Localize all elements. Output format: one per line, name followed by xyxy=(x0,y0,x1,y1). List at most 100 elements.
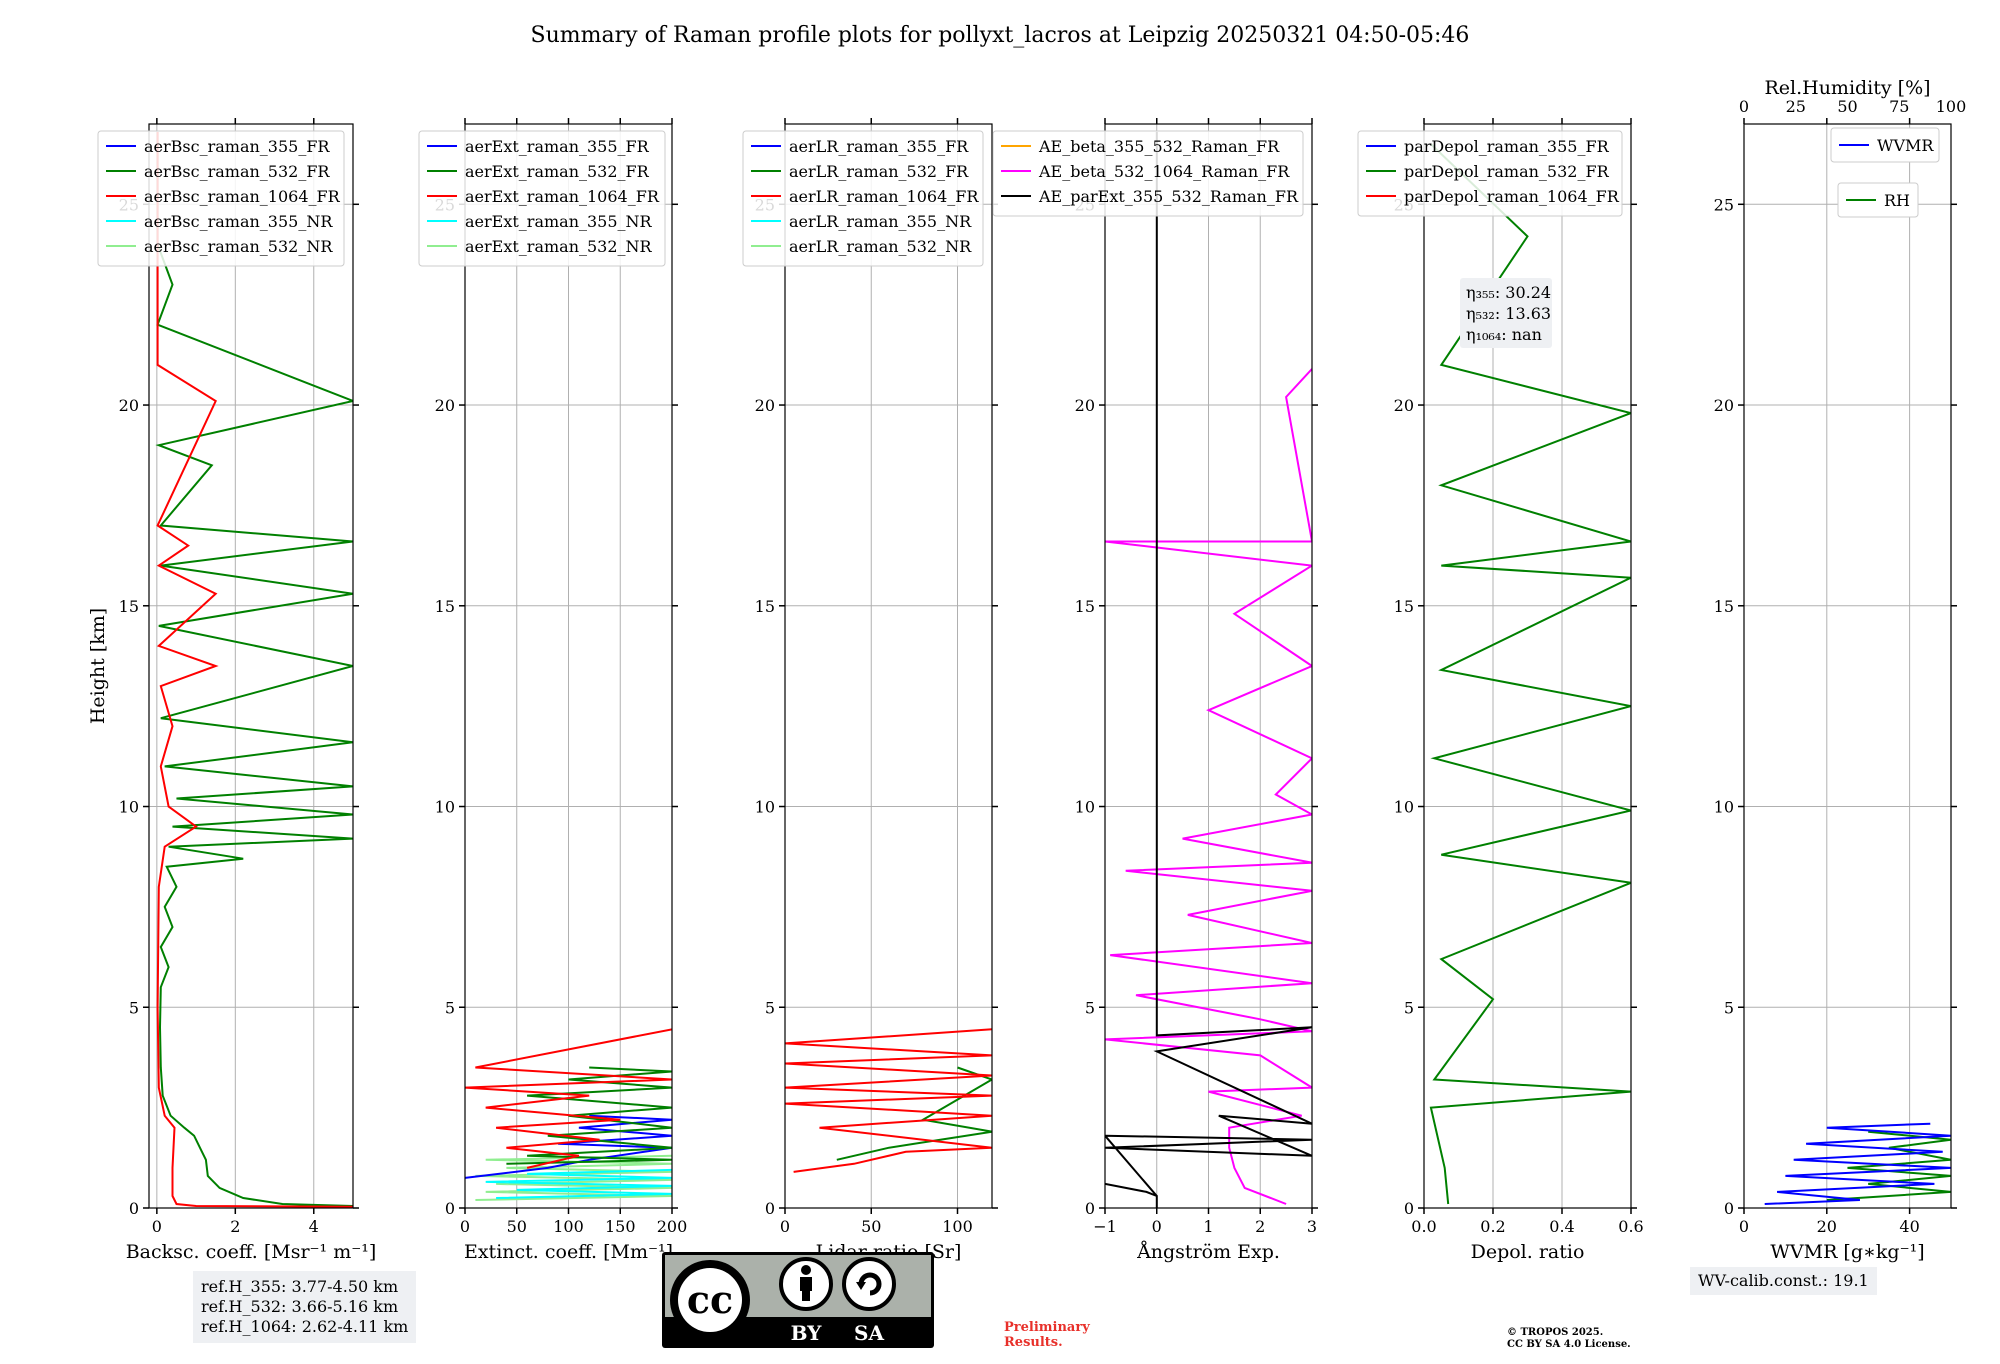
legend-frame xyxy=(418,130,666,267)
x-tick-label: 0.0 xyxy=(1411,1217,1436,1236)
y-tick-label: 0 xyxy=(1724,1199,1734,1218)
y-tick-label: 0 xyxy=(1404,1199,1414,1218)
axes-frame xyxy=(148,123,354,1209)
series-line-aerExt_raman_355_NR xyxy=(485,1168,672,1199)
legend-label: aerExt_raman_532_FR xyxy=(465,162,650,181)
legend-frame xyxy=(742,130,984,267)
legend-label: aerLR_raman_355_FR xyxy=(789,137,969,156)
license-by-label: BY xyxy=(791,1321,823,1345)
top-x-tick-label: 25 xyxy=(1786,97,1806,116)
x-tick-label: 0 xyxy=(1152,1217,1162,1236)
legend-label: AE_beta_355_532_Raman_FR xyxy=(1038,137,1280,156)
legend-box: RH xyxy=(1837,182,1919,218)
y-tick-label: 10 xyxy=(119,798,139,817)
series-group xyxy=(1764,1122,1951,1205)
legend-label: WVMR xyxy=(1877,136,1934,155)
legend-frame xyxy=(1357,130,1623,217)
panel-ext: 0501001502000510152025Extinct. coeff. [M… xyxy=(418,118,687,1263)
legend-label: aerBsc_raman_355_FR xyxy=(144,137,330,156)
cc-logo-icon: cc xyxy=(670,1260,750,1340)
preliminary-line-1: Preliminary xyxy=(1004,1320,1090,1335)
copyright-line-2: CC BY SA 4.0 License. xyxy=(1507,1339,1631,1350)
chart-panels: 0240510152025Backsc. coeff. [Msr⁻¹ m⁻¹]H… xyxy=(87,77,1966,1263)
y-tick-label: 15 xyxy=(119,597,139,616)
x-tick-label: 0.4 xyxy=(1549,1217,1574,1236)
cc-license-badge: cc BY SA xyxy=(662,1252,934,1348)
legend-label: aerLR_raman_355_NR xyxy=(789,212,972,231)
x-tick-label: 2 xyxy=(1255,1217,1265,1236)
preliminary-results-note: Preliminary Results. xyxy=(1004,1320,1090,1350)
legend-label: aerLR_raman_532_NR xyxy=(789,237,972,256)
x-axis-label: Depol. ratio xyxy=(1471,1241,1585,1263)
y-tick-label: 0 xyxy=(129,1199,139,1218)
legend-frame xyxy=(1837,182,1919,218)
legend-label: aerExt_raman_532_NR xyxy=(465,237,653,256)
y-tick-label: 5 xyxy=(445,998,455,1017)
axes-frame xyxy=(1743,123,1952,1209)
panel-depol: 0.00.20.40.60510152025Depol. ratioparDep… xyxy=(1357,118,1644,1263)
y-tick-label: 10 xyxy=(755,798,775,817)
annotation-frame xyxy=(1460,278,1552,348)
series-group xyxy=(465,1028,672,1201)
series-line-aerLR_raman_1064_FR xyxy=(785,1028,992,1173)
ref-height-532: ref.H_532: 3.66-5.16 km xyxy=(201,1297,399,1316)
series-line-aerLR_raman_532_FR xyxy=(836,1066,992,1161)
y-tick-label: 0 xyxy=(1085,1199,1095,1218)
y-tick-label: 5 xyxy=(129,998,139,1017)
x-axis-label: WVMR [g∗kg⁻¹] xyxy=(1770,1241,1924,1263)
legend-label: aerLR_raman_532_FR xyxy=(789,162,969,181)
legend-label: parDepol_raman_1064_FR xyxy=(1404,187,1620,206)
x-axis-label: Backsc. coeff. [Msr⁻¹ m⁻¹] xyxy=(126,1241,377,1263)
series-group xyxy=(1429,143,1631,1205)
y-tick-label: 15 xyxy=(1075,597,1095,616)
series-group xyxy=(155,132,353,1208)
x-axis-label: Extinct. coeff. [Mm⁻¹] xyxy=(464,1241,673,1263)
series-line-WVMR xyxy=(1764,1122,1951,1205)
attribution-person-icon xyxy=(779,1257,833,1311)
legend-label: aerBsc_raman_355_NR xyxy=(144,212,333,231)
legend-label: RH xyxy=(1884,191,1910,210)
cc-logo-text: cc xyxy=(687,1277,733,1322)
legend-label: aerExt_raman_355_FR xyxy=(465,137,650,156)
x-tick-label: 0 xyxy=(1739,1217,1749,1236)
legend-box: WVMR xyxy=(1830,127,1940,163)
copyright-note: © TROPOS 2025. CC BY SA 4.0 License. xyxy=(1507,1327,1631,1351)
y-axis-label: Height [km] xyxy=(87,608,109,724)
legend-label: aerBsc_raman_532_NR xyxy=(144,237,333,256)
eta-annotation: η₁₀₆₄: nan xyxy=(1466,325,1542,344)
x-tick-label: 3 xyxy=(1307,1217,1317,1236)
preliminary-line-2: Results. xyxy=(1004,1335,1063,1350)
series-line-AE_parExt_355_532_Raman_FR xyxy=(1105,132,1312,1208)
legend-frame xyxy=(992,130,1304,217)
x-axis-label: Ångström Exp. xyxy=(1136,1241,1280,1263)
y-tick-label: 10 xyxy=(1075,798,1095,817)
series-line-RH xyxy=(1826,1130,1951,1201)
series-line-parDepol_raman_532_FR xyxy=(1429,143,1631,1205)
x-tick-label: 1 xyxy=(1203,1217,1213,1236)
x-tick-label: 4 xyxy=(309,1217,319,1236)
ref-height-1064: ref.H_1064: 2.62-4.11 km xyxy=(201,1317,409,1336)
y-tick-label: 10 xyxy=(1394,798,1414,817)
legend-frame xyxy=(97,130,345,267)
x-tick-label: 20 xyxy=(1817,1217,1837,1236)
y-tick-label: 20 xyxy=(1075,396,1095,415)
legend-box: aerBsc_raman_355_FR aerBsc_raman_532_FRae… xyxy=(97,130,345,267)
y-tick-label: 15 xyxy=(755,597,775,616)
axes-frame xyxy=(1423,123,1632,1209)
x-tick-label: 2 xyxy=(230,1217,240,1236)
y-tick-label: 20 xyxy=(755,396,775,415)
x-tick-label: −1 xyxy=(1093,1217,1117,1236)
wv-calib-box: WV-calib.const.: 19.1 xyxy=(1690,1267,1877,1295)
legend-label: parDepol_raman_532_FR xyxy=(1404,162,1610,181)
top-x-tick-label: 50 xyxy=(1837,97,1857,116)
x-tick-label: 0.6 xyxy=(1618,1217,1643,1236)
y-tick-label: 15 xyxy=(1714,597,1734,616)
legend-frame xyxy=(1830,127,1940,163)
legend-box: AE_beta_355_532_Raman_FR AE_beta_532_1064… xyxy=(992,130,1304,217)
y-tick-label: 15 xyxy=(435,597,455,616)
x-tick-label: 50 xyxy=(507,1217,527,1236)
panel-ae: −101230510152025Ångström Exp.AE_beta_355… xyxy=(992,118,1318,1263)
y-tick-label: 10 xyxy=(435,798,455,817)
